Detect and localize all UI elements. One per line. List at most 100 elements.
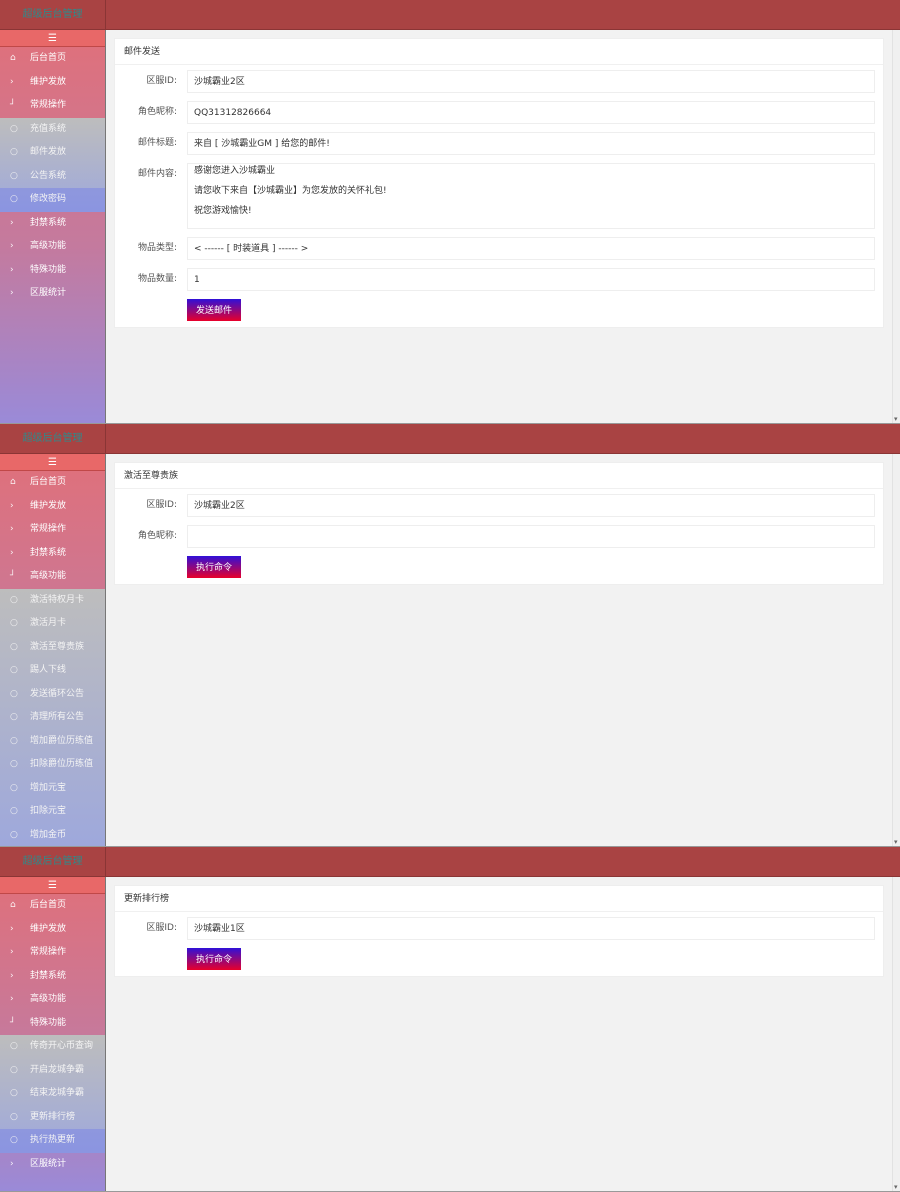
submenu-item[interactable]: ○ 修改密码	[0, 188, 105, 212]
submenu-item[interactable]: ○ 增加金币	[0, 824, 105, 847]
sidebar-item[interactable]: › 区服统计	[0, 1153, 105, 1177]
form-row: 物品数量: 1	[115, 268, 875, 291]
top-header: 超级后台管理	[0, 847, 900, 877]
submenu-item[interactable]: ○ 公告系统	[0, 165, 105, 189]
home-icon: ⌂	[10, 53, 16, 63]
submenu-item-label: 激活特权月卡	[30, 594, 85, 605]
field-input[interactable]: 来自 [ 沙城霸业GM ] 给您的邮件!	[187, 132, 875, 155]
submenu-item[interactable]: ○ 踢人下线	[0, 659, 105, 683]
home-icon: ⌂	[10, 900, 16, 910]
submenu-item-label: 执行热更新	[30, 1135, 76, 1145]
submenu-item[interactable]: ○ 激活至尊贵族	[0, 636, 105, 660]
app-logo: 超级后台管理	[0, 0, 106, 30]
submit-button[interactable]: 执行命令	[187, 948, 241, 970]
chevron-icon: ›	[10, 500, 14, 511]
field-input[interactable]: QQ31312826664	[187, 101, 875, 124]
menu-toggle-icon[interactable]: ☰	[0, 30, 105, 47]
submenu-item-label: 激活至尊贵族	[30, 641, 85, 652]
submenu-item[interactable]: ○ 增加爵位历练值	[0, 730, 105, 754]
field-input[interactable]: 沙城霸业2区	[187, 70, 875, 93]
sidebar-item[interactable]: ┘ 高级功能	[0, 565, 105, 589]
sidebar: ☰ ⌂ 后台首页 › 维护发放 › 常规操作 › 封禁系统 ┘ 高级功能 ○ 激活特权月卡 ○ 激活月卡 ○ 激…	[0, 454, 106, 846]
submenu-item[interactable]: ○ 扣除爵位历练值	[0, 753, 105, 777]
submit-button[interactable]: 执行命令	[187, 556, 241, 578]
field-input[interactable]: 沙城霸业1区	[187, 917, 875, 940]
submenu-item[interactable]: ○ 增加元宝	[0, 777, 105, 801]
sidebar-item[interactable]: › 封禁系统	[0, 542, 105, 566]
sidebar-item[interactable]: › 特殊功能	[0, 259, 105, 283]
circle-icon: ○	[10, 1064, 18, 1075]
sidebar-item-label: 高级功能	[30, 241, 67, 251]
circle-icon: ○	[10, 1135, 18, 1145]
sidebar-item[interactable]: ⌂ 后台首页	[0, 47, 105, 71]
submenu-item[interactable]: ○ 结束龙城争霸	[0, 1082, 105, 1106]
sidebar-item[interactable]: ⌂ 后台首页	[0, 894, 105, 918]
sidebar-item[interactable]: › 维护发放	[0, 918, 105, 942]
circle-icon: ○	[10, 665, 18, 675]
field-input[interactable]	[187, 525, 875, 548]
sidebar-item[interactable]: › 封禁系统	[0, 965, 105, 989]
circle-icon: ○	[10, 618, 18, 628]
form-card: 更新排行榜 区服ID: 沙城霸业1区 执行命令	[114, 885, 884, 977]
circle-icon: ○	[10, 1088, 18, 1098]
textarea-line: 祝您游戏愉快!	[194, 206, 252, 216]
sidebar: ☰ ⌂ 后台首页 › 维护发放 › 常规操作 › 封禁系统 › 高级功能 ┘ 特殊功能 ○ 传奇开心币查询 ○…	[0, 877, 106, 1191]
submit-button[interactable]: 发送邮件	[187, 299, 241, 321]
submenu-item[interactable]: ○ 更新排行榜	[0, 1106, 105, 1130]
sidebar-item[interactable]: › 维护发放	[0, 71, 105, 95]
sidebar-item[interactable]: › 维护发放	[0, 495, 105, 519]
sidebar-item[interactable]: › 高级功能	[0, 988, 105, 1012]
sidebar-item[interactable]: › 封禁系统	[0, 212, 105, 236]
field-input[interactable]: < ------ [ 时装道具 ] ------ >	[187, 237, 875, 260]
submenu: ○ 激活特权月卡 ○ 激活月卡 ○ 激活至尊贵族 ○ 踢人下线 ○ 发送循环公告 ○ 清理所有公告 ○ 增…	[0, 588, 105, 847]
field-input[interactable]: 沙城霸业2区	[187, 494, 875, 517]
sidebar-item[interactable]: › 常规操作	[0, 518, 105, 542]
submenu-item[interactable]: ○ 激活特权月卡	[0, 589, 105, 613]
submenu-item[interactable]: ○ 执行热更新	[0, 1129, 105, 1153]
submenu-item[interactable]: ○ 发送循环公告	[0, 683, 105, 707]
submenu-item-label: 开启龙城争霸	[30, 1064, 85, 1075]
field-label: 区服ID:	[146, 923, 177, 933]
submenu-item[interactable]: ○ 开启龙城争霸	[0, 1059, 105, 1083]
menu-toggle-icon[interactable]: ☰	[0, 877, 105, 894]
submenu-item[interactable]: ○ 传奇开心币查询	[0, 1035, 105, 1059]
textarea-line: 请您收下来自【沙城霸业】为您发放的关怀礼包!	[194, 186, 387, 196]
top-header: 超级后台管理	[0, 424, 900, 454]
field-label: 邮件标题:	[137, 138, 177, 148]
sidebar-item[interactable]: ┘ 特殊功能	[0, 1012, 105, 1036]
submenu-item-label: 增加金币	[30, 829, 67, 840]
chevron-icon: ›	[10, 241, 14, 251]
submenu: ○ 充值系统 ○ 邮件发放 ○ 公告系统 ○ 修改密码	[0, 117, 105, 212]
scrollbar[interactable]	[892, 30, 900, 423]
app-window: 超级后台管理 ☰ ⌂ 后台首页 › 维护发放 › 常规操作 › 封禁系统 ┘ 高级功能 ○ 激活特权月卡 ○…	[0, 424, 900, 847]
expanded-icon: ┘	[10, 571, 16, 581]
scrollbar[interactable]	[892, 454, 900, 846]
sidebar-item-label: 封禁系统	[30, 970, 67, 981]
form-card: 邮件发送 区服ID: 沙城霸业2区 角色昵称: QQ31312826664 邮件标题: 来自…	[114, 38, 884, 328]
menu-toggle-icon[interactable]: ☰	[0, 454, 105, 471]
circle-icon: ○	[10, 170, 18, 181]
submenu-item[interactable]: ○ 邮件发放	[0, 141, 105, 165]
chevron-icon: ›	[10, 547, 14, 558]
chevron-icon: ›	[10, 947, 14, 957]
circle-icon: ○	[10, 194, 18, 204]
submenu-item[interactable]: ○ 充值系统	[0, 118, 105, 142]
submenu-item[interactable]: ○ 扣除元宝	[0, 800, 105, 824]
circle-icon: ○	[10, 688, 18, 699]
form: 区服ID: 沙城霸业1区 执行命令	[115, 912, 883, 976]
content-textarea[interactable]: 感谢您进入沙城霸业 请您收下来自【沙城霸业】为您发放的关怀礼包! 祝您游戏愉快!	[187, 163, 875, 229]
sidebar-item[interactable]: › 区服统计	[0, 282, 105, 306]
submenu-item[interactable]: ○ 清理所有公告	[0, 706, 105, 730]
chevron-icon: ›	[10, 217, 14, 228]
sidebar-item[interactable]: › 常规操作	[0, 941, 105, 965]
submenu-item[interactable]: ○ 激活月卡	[0, 612, 105, 636]
sidebar-item[interactable]: ┘ 常规操作	[0, 94, 105, 118]
chevron-icon: ›	[10, 994, 14, 1004]
scrollbar[interactable]	[892, 877, 900, 1191]
sidebar-item[interactable]: ⌂ 后台首页	[0, 471, 105, 495]
sidebar-item[interactable]: › 高级功能	[0, 235, 105, 259]
app-logo: 超级后台管理	[0, 847, 106, 877]
submenu-item-label: 公告系统	[30, 170, 67, 181]
submenu-item-label: 充值系统	[30, 123, 67, 134]
field-input[interactable]: 1	[187, 268, 875, 291]
